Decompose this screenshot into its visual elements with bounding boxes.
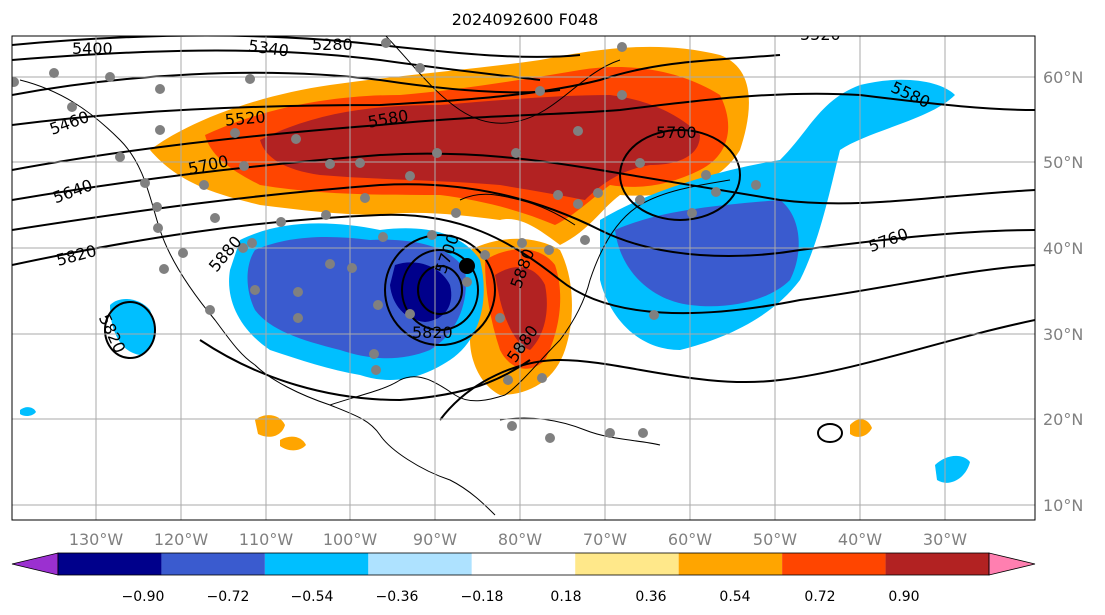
positive-anomaly-southeast <box>466 238 572 395</box>
lat-label: 20°N <box>1043 410 1083 429</box>
lon-label: 90°W <box>413 530 457 549</box>
colorbar-segment <box>471 553 576 575</box>
station-markers <box>12 38 761 443</box>
lon-label: 110°W <box>239 530 294 549</box>
colorbar-ticks: −0.90 −0.72 −0.54 −0.36 −0.18 0.18 0.36 … <box>122 589 920 605</box>
lat-label: 60°N <box>1043 68 1083 87</box>
colorbar-tick-label: 0.36 <box>635 589 666 605</box>
colorbar-outline <box>57 552 990 576</box>
colorbar-extension-min <box>11 552 59 576</box>
colorbar-tick-label: 0.90 <box>888 589 919 605</box>
lat-label: 10°N <box>1043 496 1083 515</box>
colorbar-segment <box>885 553 989 575</box>
height-contours <box>12 36 1035 443</box>
lon-label: 70°W <box>583 530 627 549</box>
colorbar-tick-label: −0.36 <box>376 589 419 605</box>
contour-label: 5520 <box>224 107 266 129</box>
map-title: 2024092600 F048 <box>451 10 599 29</box>
colorbar-tick-label: −0.18 <box>461 589 504 605</box>
map-frame <box>11 35 1036 521</box>
lat-label: 30°N <box>1043 325 1083 344</box>
lat-label: 40°N <box>1043 239 1083 258</box>
contour-label: 5820 <box>412 323 453 342</box>
colorbar-segment <box>678 553 783 575</box>
colorbar-tick-label: 0.54 <box>719 589 750 605</box>
colorbar-segment <box>161 553 265 575</box>
longitude-labels: 130°W 120°W 110°W 100°W 90°W 80°W 70°W 6… <box>69 530 967 549</box>
lon-label: 60°W <box>668 530 712 549</box>
lon-label: 30°W <box>923 530 967 549</box>
contour-label: 5700 <box>656 123 697 142</box>
latitude-labels: 60°N 50°N 40°N 30°N 20°N 10°N <box>1043 68 1083 515</box>
colorbar-segment <box>368 553 472 575</box>
graticule <box>12 36 1035 520</box>
colorbar-segment <box>58 553 162 575</box>
lon-label: 120°W <box>154 530 209 549</box>
colorbar-segment <box>264 553 369 575</box>
colorbar-tick-label: 0.18 <box>550 589 581 605</box>
lon-label: 40°W <box>838 530 882 549</box>
colorbar-tick-label: −0.54 <box>291 589 334 605</box>
lat-label: 50°N <box>1043 153 1083 172</box>
small-anomaly-patches <box>20 298 970 483</box>
lon-label: 80°W <box>498 530 542 549</box>
lon-label: 100°W <box>323 530 378 549</box>
contour-label: 5400 <box>72 39 113 58</box>
colorbar-segment <box>782 553 886 575</box>
highlighted-station-marker <box>459 258 475 274</box>
colorbar-segments <box>11 552 1036 576</box>
colorbar-extension-max <box>988 552 1036 576</box>
contour-label: 5280 <box>312 35 353 54</box>
negative-anomaly-atlantic <box>600 79 955 350</box>
colorbar-segment <box>575 553 679 575</box>
colorbar-tick-label: 0.72 <box>804 589 835 605</box>
contour-label: 5520 <box>800 25 841 44</box>
colorbar-tick-label: −0.72 <box>207 589 250 605</box>
colorbar-tick-label: −0.90 <box>122 589 165 605</box>
lon-label: 50°W <box>753 530 797 549</box>
lon-label: 130°W <box>69 530 124 549</box>
